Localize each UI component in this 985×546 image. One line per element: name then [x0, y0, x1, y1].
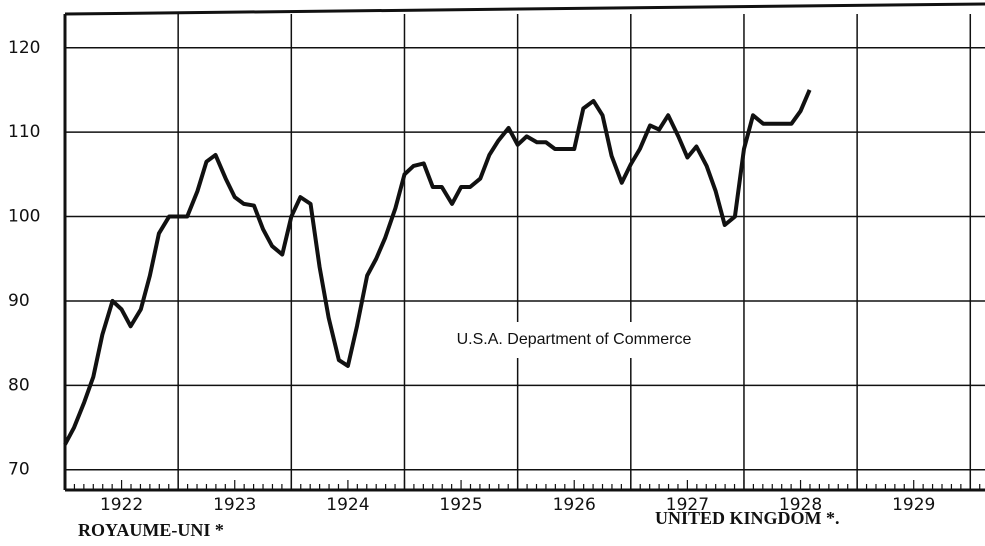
- marks: [63, 89, 812, 446]
- x-tick-label: 1922: [100, 495, 143, 515]
- y-tick-label: 120: [8, 38, 40, 58]
- x-tick-label: 1923: [213, 495, 256, 515]
- annotation: U.S.A. Department of Commerce: [457, 331, 692, 348]
- x-tick-label: 1924: [326, 495, 369, 515]
- grid: [64, 14, 985, 490]
- y-tick-label: 80: [8, 375, 30, 395]
- x-tick-label: 1927: [666, 495, 709, 515]
- x-tick-label: 1926: [553, 495, 596, 515]
- y-tick-label: 90: [8, 291, 30, 311]
- y-tick-label: 110: [8, 122, 40, 142]
- x-tick-label: 1925: [439, 495, 482, 515]
- line: [63, 89, 812, 446]
- x-tick-label: 1929: [892, 495, 935, 515]
- x-tick-label: 1928: [779, 495, 822, 515]
- y-tick-label: 100: [8, 207, 40, 227]
- caption-right: UNITED KINGDOM *.: [655, 508, 840, 528]
- top-border: [64, 2, 985, 16]
- y-tick-label: 70: [8, 460, 30, 480]
- caption-left: ROYAUME-UNI *: [78, 520, 224, 540]
- annotation-box: [408, 322, 740, 358]
